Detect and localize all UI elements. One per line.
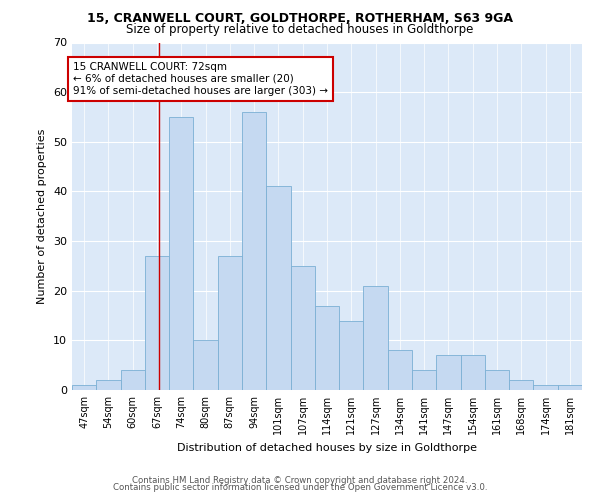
Bar [509, 380, 533, 390]
X-axis label: Distribution of detached houses by size in Goldthorpe: Distribution of detached houses by size … [177, 442, 477, 452]
Bar [242, 112, 266, 390]
Bar [121, 370, 145, 390]
Bar [461, 355, 485, 390]
Bar [72, 385, 96, 390]
Bar [388, 350, 412, 390]
Bar [339, 320, 364, 390]
Text: 15 CRANWELL COURT: 72sqm
← 6% of detached houses are smaller (20)
91% of semi-de: 15 CRANWELL COURT: 72sqm ← 6% of detache… [73, 62, 328, 96]
Bar [145, 256, 169, 390]
Bar [436, 355, 461, 390]
Bar [290, 266, 315, 390]
Bar [364, 286, 388, 390]
Bar [193, 340, 218, 390]
Text: Contains HM Land Registry data © Crown copyright and database right 2024.: Contains HM Land Registry data © Crown c… [132, 476, 468, 485]
Bar [96, 380, 121, 390]
Bar [266, 186, 290, 390]
Y-axis label: Number of detached properties: Number of detached properties [37, 128, 47, 304]
Bar [412, 370, 436, 390]
Text: 15, CRANWELL COURT, GOLDTHORPE, ROTHERHAM, S63 9GA: 15, CRANWELL COURT, GOLDTHORPE, ROTHERHA… [87, 12, 513, 26]
Bar [315, 306, 339, 390]
Text: Size of property relative to detached houses in Goldthorpe: Size of property relative to detached ho… [127, 22, 473, 36]
Bar [485, 370, 509, 390]
Bar [218, 256, 242, 390]
Bar [169, 117, 193, 390]
Text: Contains public sector information licensed under the Open Government Licence v3: Contains public sector information licen… [113, 484, 487, 492]
Bar [558, 385, 582, 390]
Bar [533, 385, 558, 390]
